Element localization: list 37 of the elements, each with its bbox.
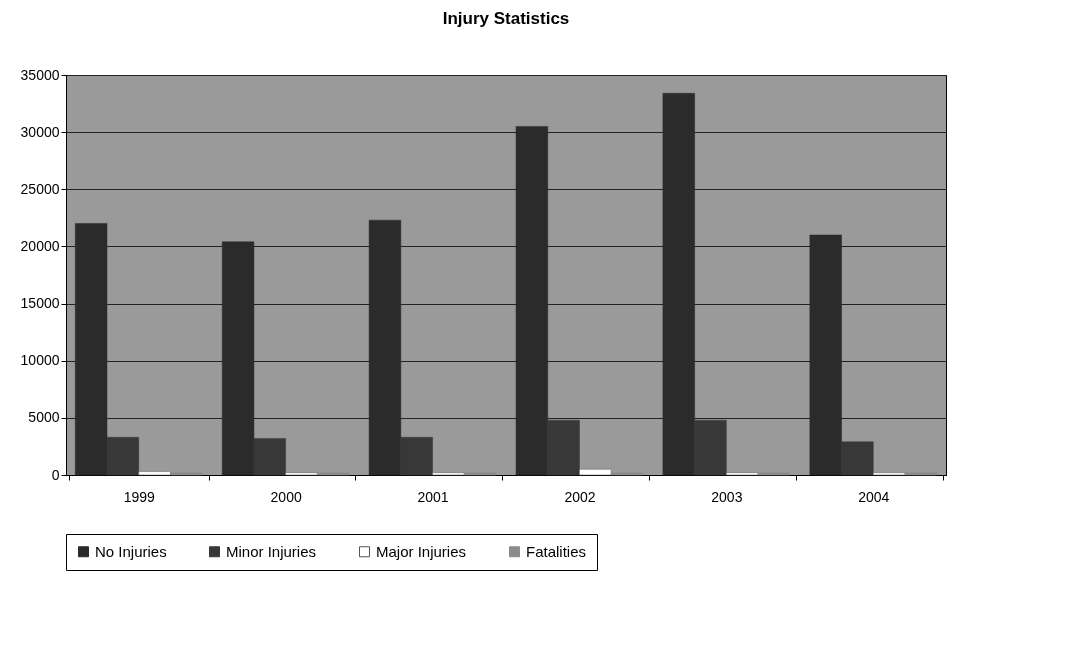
bar bbox=[726, 472, 759, 476]
bar bbox=[138, 471, 171, 476]
x-tick-label: 1999 bbox=[123, 488, 155, 505]
legend-label: Minor Injuries bbox=[226, 542, 317, 560]
x-tick-label: 2003 bbox=[711, 488, 743, 505]
bar bbox=[610, 472, 644, 476]
bar bbox=[841, 441, 874, 476]
bar bbox=[285, 472, 318, 476]
bar bbox=[873, 472, 906, 476]
bar bbox=[432, 472, 465, 476]
x-tick-label: 2004 bbox=[858, 488, 890, 505]
y-tick-label: 20000 bbox=[20, 237, 60, 254]
bar bbox=[106, 437, 139, 476]
bar bbox=[694, 419, 727, 476]
x-tick-label: 2001 bbox=[417, 488, 449, 505]
y-tick-label: 15000 bbox=[20, 295, 60, 312]
legend-label: Fatalities bbox=[526, 542, 587, 560]
y-tick-label: 10000 bbox=[20, 352, 60, 369]
y-tick-label: 0 bbox=[51, 466, 60, 483]
y-tick-label: 30000 bbox=[20, 123, 60, 140]
bar bbox=[579, 469, 612, 476]
bar bbox=[400, 437, 433, 476]
bar bbox=[757, 472, 791, 476]
bar bbox=[317, 472, 350, 476]
x-tick-label: 2002 bbox=[564, 488, 596, 505]
bar bbox=[253, 438, 286, 476]
legend-label: No Injuries bbox=[95, 542, 167, 560]
y-tick-label: 5000 bbox=[28, 409, 60, 426]
y-tick-label: 25000 bbox=[20, 180, 60, 197]
bar bbox=[170, 472, 203, 476]
legend-label: Major Injuries bbox=[376, 542, 467, 560]
x-tick-label: 2000 bbox=[270, 488, 302, 505]
bar bbox=[547, 419, 580, 476]
bar bbox=[904, 472, 937, 476]
y-tick-label: 35000 bbox=[20, 66, 60, 83]
chart-title: Injury Statistics bbox=[442, 9, 570, 28]
bar bbox=[464, 472, 497, 476]
